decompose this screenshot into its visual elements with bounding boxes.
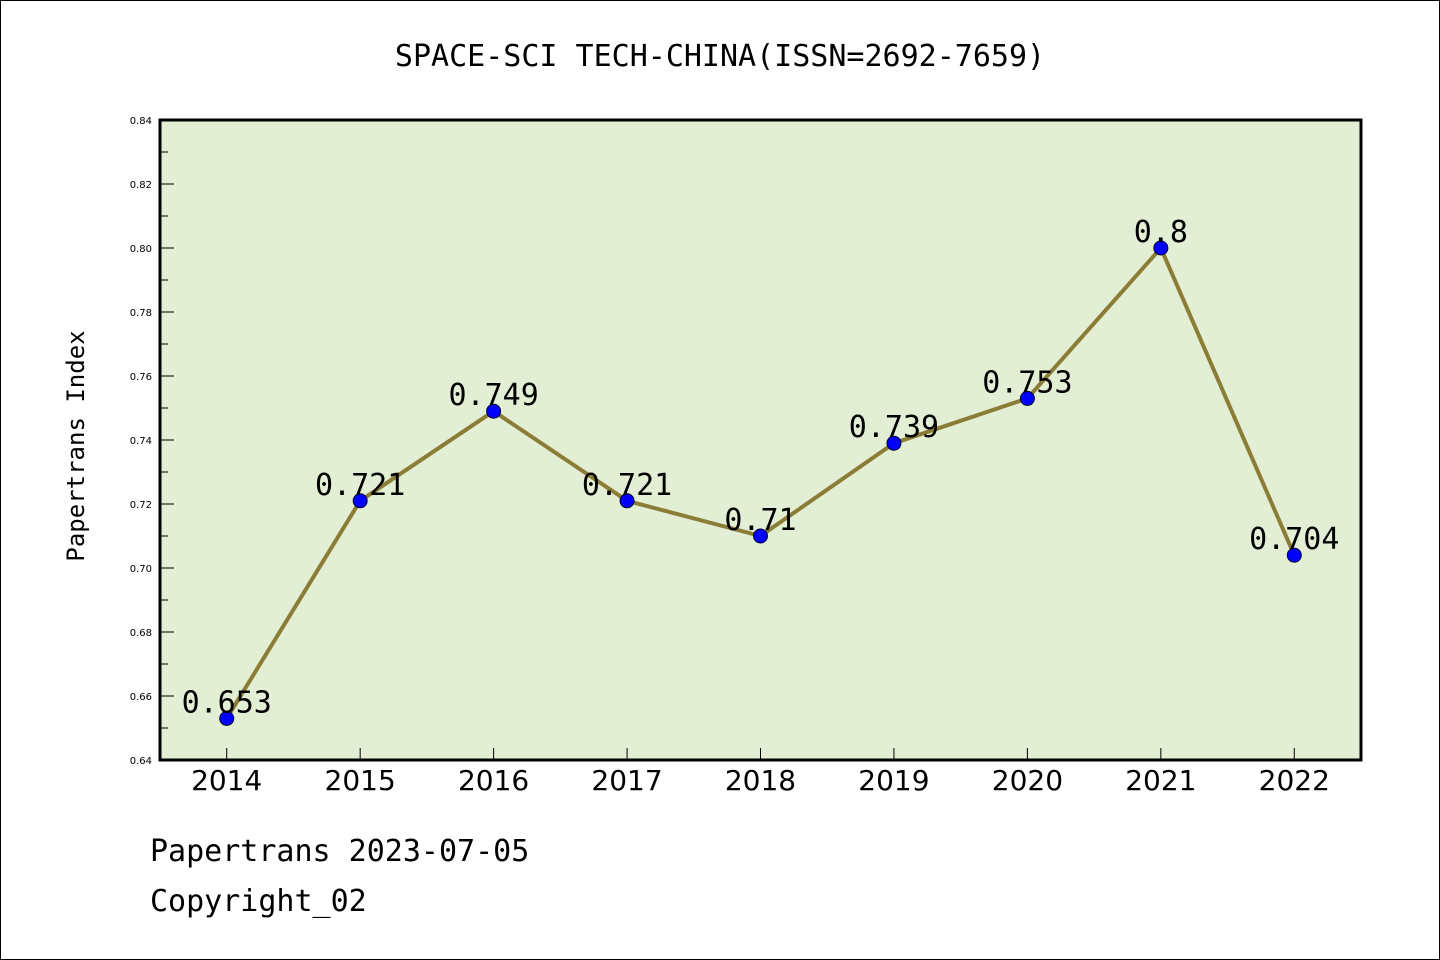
data-point bbox=[1019, 390, 1035, 406]
data-label: 0.721 bbox=[315, 468, 405, 503]
data-point bbox=[619, 493, 635, 509]
y-tick-label: 0.80 bbox=[130, 244, 152, 255]
data-label: 0.704 bbox=[1249, 522, 1339, 557]
y-tick-label: 0.74 bbox=[130, 436, 152, 447]
x-tick-label: 2020 bbox=[992, 764, 1063, 797]
data-point bbox=[1286, 547, 1302, 563]
y-tick-label: 0.66 bbox=[130, 692, 152, 703]
x-tick-label: 2018 bbox=[725, 764, 796, 797]
data-point bbox=[1153, 240, 1169, 256]
footer-date: Papertrans 2023-07-05 bbox=[150, 834, 530, 869]
data-label: 0.739 bbox=[849, 410, 939, 445]
x-tick-label: 2017 bbox=[591, 764, 662, 797]
y-tick-label: 0.64 bbox=[130, 756, 152, 767]
x-tick-label: 2016 bbox=[458, 764, 529, 797]
y-axis: 0.64 0.66 0.68 0.70 0.72 0.74 0.76 0.78 0.80 0.82… bbox=[130, 116, 174, 767]
data-point bbox=[753, 528, 768, 544]
data-label: 0.71 bbox=[724, 503, 796, 538]
x-tick-label: 2019 bbox=[858, 764, 929, 797]
data-labels: 0.653 0.721 0.749 0.721 0.71 0.739 0.753 0.8 0.7… bbox=[182, 215, 1340, 720]
data-label: 0.8 bbox=[1134, 215, 1188, 250]
plot-area bbox=[158, 118, 1363, 762]
data-label: 0.753 bbox=[982, 365, 1072, 400]
data-label: 0.653 bbox=[182, 685, 272, 720]
data-point bbox=[486, 403, 502, 419]
y-tick-label: 0.84 bbox=[130, 116, 152, 127]
y-tick-label: 0.72 bbox=[130, 500, 152, 511]
x-tick-label: 2015 bbox=[325, 764, 396, 797]
y-axis-label: Papertrans Index bbox=[62, 330, 90, 561]
x-tick-label: 2021 bbox=[1125, 764, 1196, 797]
data-point bbox=[219, 710, 235, 726]
chart-title: SPACE-SCI TECH-CHINA(ISSN=2692-7659) bbox=[395, 39, 1045, 74]
data-point bbox=[352, 493, 368, 509]
y-tick-label: 0.76 bbox=[130, 372, 152, 383]
data-markers bbox=[219, 240, 1302, 726]
x-axis: 2014 2015 2016 2017 2018 2019 2020 2021 2022 bbox=[191, 748, 1330, 797]
y-tick-label: 0.70 bbox=[130, 564, 152, 575]
data-point bbox=[886, 435, 902, 451]
x-tick-label: 2022 bbox=[1259, 764, 1330, 797]
footer-copyright: Copyright_02 bbox=[150, 884, 367, 919]
data-label: 0.721 bbox=[582, 468, 672, 503]
y-tick-label: 0.78 bbox=[130, 308, 152, 319]
y-tick-label: 0.68 bbox=[130, 628, 152, 639]
y-tick-label: 0.82 bbox=[130, 180, 152, 191]
x-tick-label: 2014 bbox=[191, 764, 262, 797]
data-label: 0.749 bbox=[448, 378, 538, 413]
